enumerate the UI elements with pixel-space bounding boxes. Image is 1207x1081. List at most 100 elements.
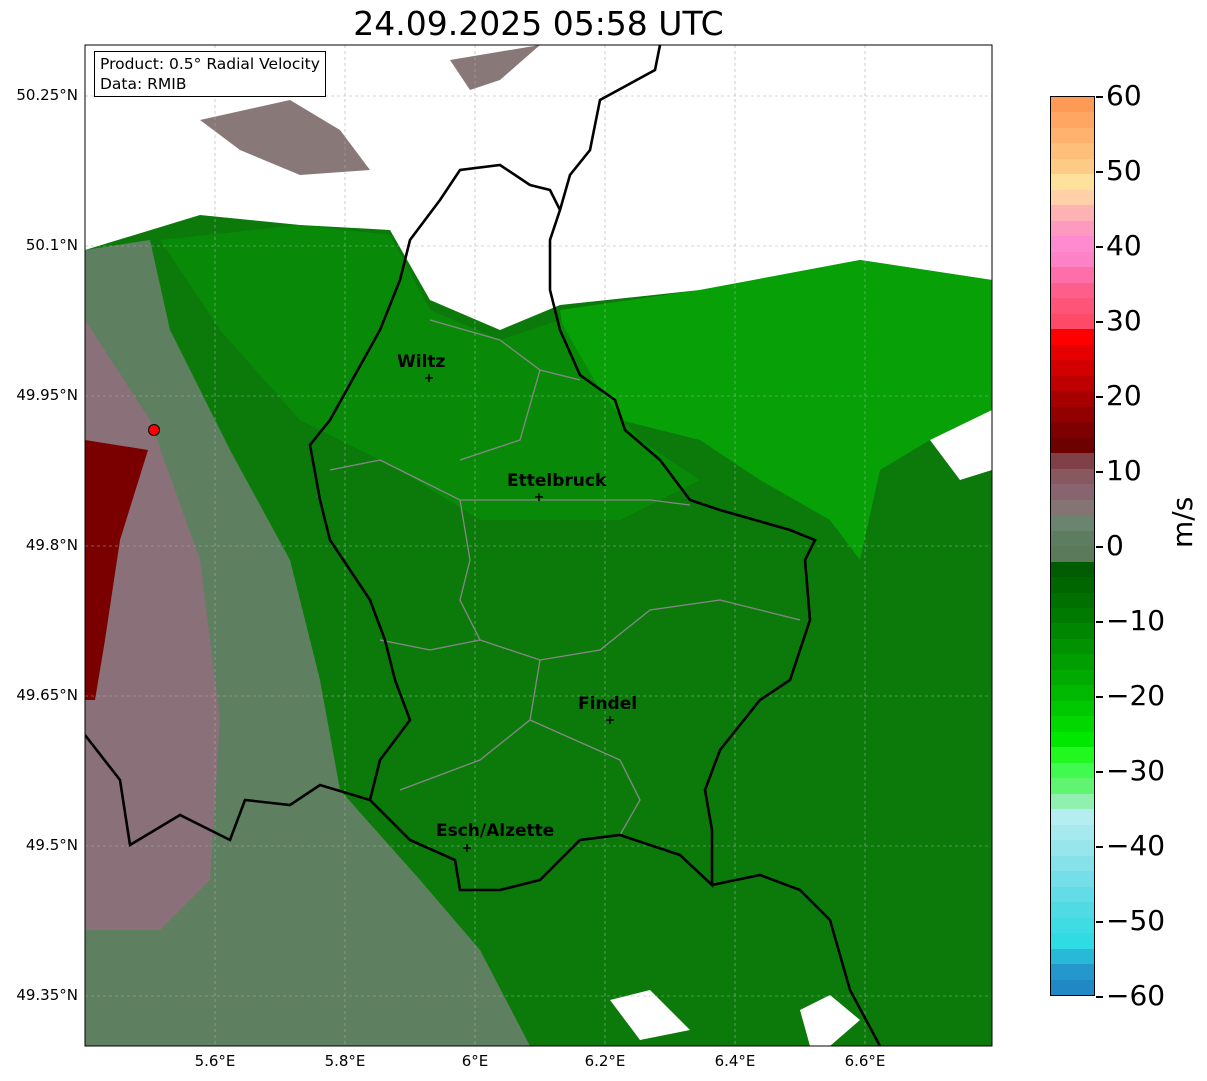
- colorbar-segment: [1051, 669, 1094, 686]
- colorbar-segment: [1051, 236, 1094, 252]
- colorbar-segment: [1051, 654, 1094, 670]
- luxembourg-border: [308, 163, 817, 892]
- belgium-germany-border: [558, 45, 662, 211]
- colorbar-segment: [1051, 933, 1094, 949]
- lon-tick: 6.6°E: [844, 1052, 886, 1070]
- lon-tick: 5.8°E: [324, 1052, 366, 1070]
- colorbar-tick: 10: [1096, 457, 1142, 485]
- colorbar-segment: [1051, 112, 1094, 128]
- colorbar-tick: 20: [1096, 382, 1142, 410]
- echo-gray-patch: [200, 100, 370, 175]
- colorbar-segment: [1051, 592, 1094, 608]
- colorbar-tick: −50: [1096, 907, 1165, 935]
- colorbar-tick: −60: [1096, 982, 1165, 1010]
- country-borders: [85, 45, 882, 1046]
- esch-marker: [463, 844, 471, 852]
- white-gap: [930, 410, 992, 480]
- colorbar-segment: [1051, 329, 1094, 345]
- colorbar-segment: [1051, 793, 1094, 810]
- lat-tick: 50.25°N: [16, 86, 78, 104]
- colorbar-segment: [1051, 422, 1094, 438]
- colorbar-segment: [1051, 607, 1094, 624]
- colorbar-segment: [1051, 220, 1094, 237]
- colorbar-segment: [1051, 391, 1094, 407]
- lon-tick: 6.2°E: [584, 1052, 626, 1070]
- lon-tick: 6°E: [461, 1052, 489, 1070]
- colorbar-segment: [1051, 453, 1094, 469]
- echo-gray-patch: [450, 45, 540, 90]
- lat-tick: 49.5°N: [25, 836, 78, 854]
- colorbar-segment: [1051, 638, 1094, 655]
- colorbar-segment: [1051, 251, 1094, 268]
- colorbar-segment: [1051, 747, 1094, 763]
- colorbar-segment: [1051, 917, 1094, 934]
- white-gap: [610, 990, 690, 1040]
- velocity-mid-green-area: [160, 225, 700, 520]
- colorbar-segment: [1051, 298, 1094, 314]
- colorbar-tick: 0: [1096, 532, 1124, 560]
- colorbar-segment: [1051, 700, 1094, 717]
- colorbar-segment: [1051, 174, 1094, 190]
- colorbar-segment: [1051, 499, 1094, 516]
- colorbar-segment: [1051, 375, 1094, 392]
- colorbar-segment: [1051, 731, 1094, 748]
- colorbar-segment: [1051, 778, 1094, 794]
- findel-marker: [606, 716, 614, 724]
- colorbar-segment: [1051, 189, 1094, 206]
- city-markers: [425, 374, 614, 852]
- colorbar-tick: −20: [1096, 682, 1165, 710]
- velocity-bright-green-area: [560, 260, 992, 560]
- lat-tick: 49.95°N: [16, 386, 78, 404]
- map-frame: [84, 44, 993, 1047]
- city-label-ettelbruck: Ettelbruck: [507, 471, 607, 491]
- colorbar-segment: [1051, 406, 1094, 423]
- colorbar-segment: [1051, 979, 1094, 996]
- colorbar-segment: [1051, 143, 1094, 159]
- colorbar-segment: [1051, 515, 1094, 531]
- colorbar-segment: [1051, 205, 1094, 221]
- lon-tick: 5.6°E: [194, 1052, 236, 1070]
- colorbar-segment: [1051, 948, 1094, 965]
- lat-tick: 49.35°N: [16, 986, 78, 1004]
- colorbar-segment: [1051, 809, 1094, 825]
- ettelbruck-marker: [535, 493, 543, 501]
- city-label-findel: Findel: [578, 694, 638, 714]
- colorbar-segment: [1051, 855, 1094, 872]
- colorbar-segment: [1051, 840, 1094, 856]
- colorbar-segment: [1051, 437, 1094, 454]
- colorbar-tick: 40: [1096, 232, 1142, 260]
- lon-tick: 6.4°E: [714, 1052, 756, 1070]
- colorbar-segment: [1051, 886, 1094, 903]
- colorbar-segment: [1051, 344, 1094, 361]
- velocity-darkred-area: [85, 440, 148, 700]
- colorbar-tick: −10: [1096, 607, 1165, 635]
- colorbar-segment: [1051, 282, 1094, 299]
- colorbar-tick: −30: [1096, 757, 1165, 785]
- data-source-label: Data: RMIB: [100, 75, 187, 93]
- germany-france-border: [711, 873, 882, 1046]
- info-box: Product: 0.5° Radial Velocity Data: RMIB: [94, 51, 326, 97]
- colorbar-segment: [1051, 127, 1094, 144]
- colorbar-segment: [1051, 468, 1094, 485]
- colorbar-segment: [1051, 313, 1094, 330]
- colorbar-segment: [1051, 577, 1094, 593]
- lat-tick: 49.8°N: [25, 536, 78, 554]
- gridlines: [85, 45, 992, 1046]
- colorbar-segment: [1051, 97, 1094, 113]
- colorbar-segment: [1051, 623, 1094, 639]
- colorbar-segment: [1051, 762, 1094, 779]
- radar-site-marker: [148, 424, 160, 436]
- city-label-wiltz: Wiltz: [397, 352, 446, 372]
- colorbar-segment: [1051, 902, 1094, 918]
- colorbar-segment: [1051, 546, 1094, 562]
- colorbar-tick: 50: [1096, 157, 1142, 185]
- colorbar-segment: [1051, 360, 1094, 376]
- white-gap: [800, 995, 860, 1046]
- colorbar-segment: [1051, 561, 1094, 578]
- city-label-esch-alzette: Esch/Alzette: [436, 821, 555, 841]
- colorbar-segment: [1051, 871, 1094, 887]
- colorbar-tick: −40: [1096, 832, 1165, 860]
- colorbar-unit-label: m/s: [1166, 496, 1199, 548]
- colorbar-segment: [1051, 685, 1094, 701]
